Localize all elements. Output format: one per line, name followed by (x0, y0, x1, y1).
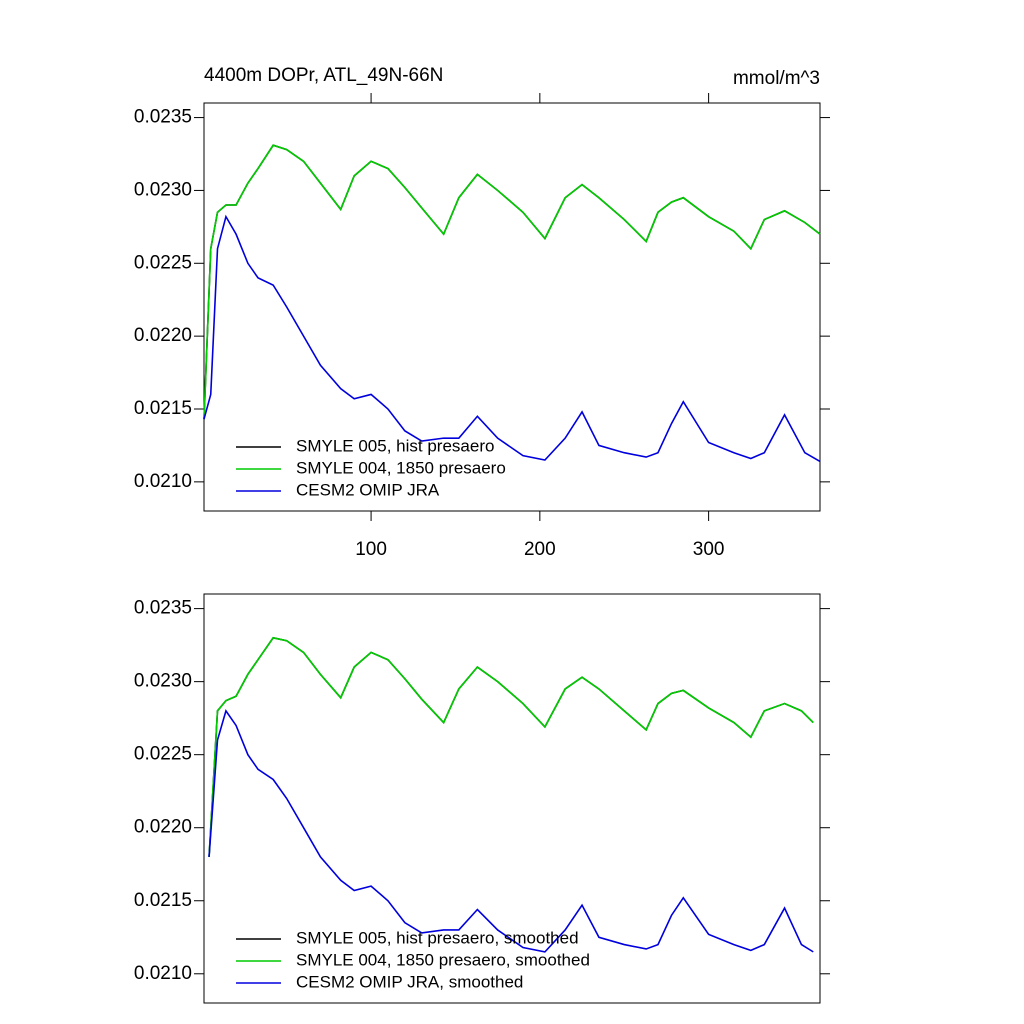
legend-label: SMYLE 005, hist presaero, smoothed (296, 928, 579, 947)
plot-frame (203, 593, 821, 1004)
legend-label: CESM2 OMIP JRA, smoothed (296, 972, 523, 991)
y-tick-label: 0.0235 (134, 107, 192, 128)
x-tick-label: 100 (355, 539, 387, 560)
y-tick-label: 0.0210 (134, 471, 192, 492)
x-tick-label: 300 (693, 539, 725, 560)
series-line (203, 144, 821, 420)
y-tick-label: 0.0215 (134, 890, 192, 911)
series-line (208, 636, 814, 857)
chart-title: 4400m DOPr, ATL_49N-66N (204, 65, 443, 86)
series-line (208, 709, 814, 953)
y-tick-label: 0.0220 (134, 817, 192, 838)
y-tick-label: 0.0230 (134, 671, 192, 692)
y-tick-label: 0.0230 (134, 179, 192, 200)
y-tick-label: 0.0235 (134, 598, 192, 619)
legend-label: SMYLE 004, 1850 presaero, smoothed (296, 950, 590, 969)
y-tick-label: 0.0225 (134, 252, 192, 273)
y-tick-label: 0.0210 (134, 963, 192, 984)
series-line (208, 636, 814, 857)
series-line (203, 214, 821, 463)
x-tick-label: 200 (524, 539, 556, 560)
y-tick-label: 0.0220 (134, 325, 192, 346)
y-tick-label: 0.0225 (134, 744, 192, 765)
units-label: mmol/m^3 (733, 68, 820, 89)
legend-label: SMYLE 004, 1850 presaero (296, 458, 506, 477)
legend-label: SMYLE 005, hist presaero (296, 436, 494, 455)
series-line (203, 144, 821, 420)
plot-frame (203, 102, 821, 512)
y-tick-label: 0.0215 (134, 398, 192, 419)
legend-label: CESM2 OMIP JRA (296, 480, 440, 499)
